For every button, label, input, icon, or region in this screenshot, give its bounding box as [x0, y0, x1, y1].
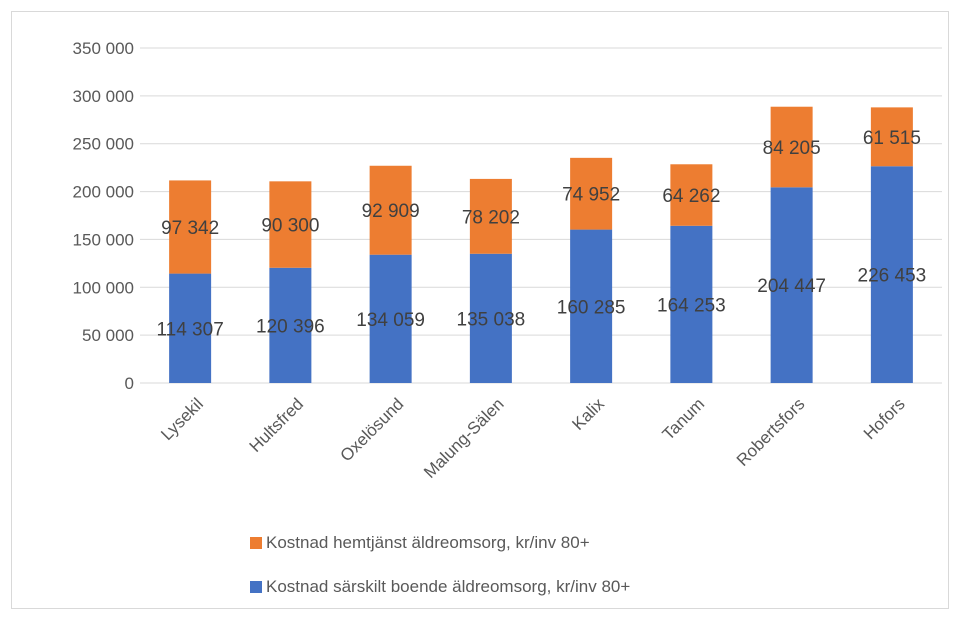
category-label: Hofors	[860, 394, 909, 443]
bar-segment	[570, 229, 613, 383]
data-label: 135 038	[457, 309, 526, 330]
data-label: 160 285	[557, 297, 626, 318]
bar-segment	[770, 106, 813, 188]
legend-swatch	[250, 581, 262, 593]
bar-segment	[770, 187, 813, 383]
bar-segment	[269, 181, 312, 268]
y-tick-label: 250 000	[73, 135, 134, 154]
data-label: 74 952	[562, 185, 620, 206]
data-label: 164 253	[657, 295, 726, 316]
bar-segment	[169, 180, 212, 274]
data-labels: 114 307 120 396 134 059 135 038 160 285 164 2…	[156, 128, 926, 340]
bar-segment	[369, 165, 412, 255]
legend-label: Kostnad hemtjänst äldreomsorg, kr/inv 80…	[266, 533, 590, 552]
bar-segment	[469, 178, 512, 254]
bar-segment	[870, 107, 913, 167]
data-label: 120 396	[256, 316, 325, 337]
y-tick-label: 300 000	[73, 87, 134, 106]
data-label: 90 300	[261, 216, 319, 237]
data-label: 114 307	[156, 319, 223, 340]
bars	[169, 106, 913, 383]
data-label: 84 205	[763, 138, 821, 159]
bar-segment	[469, 253, 512, 383]
bar-segment	[169, 273, 212, 383]
data-label: 226 453	[858, 266, 927, 287]
data-label: 78 202	[462, 207, 520, 228]
bar-segment	[269, 267, 312, 383]
y-tick-label: 350 000	[73, 39, 134, 58]
category-label: Oxelösund	[337, 394, 408, 465]
y-tick-label: 50 000	[82, 326, 134, 345]
legend: Kostnad hemtjänst äldreomsorg, kr/inv 80…	[250, 533, 630, 596]
legend-label: Kostnad särskilt boende äldreomsorg, kr/…	[266, 577, 630, 596]
data-label: 204 447	[757, 276, 826, 297]
data-label: 97 342	[161, 218, 219, 239]
category-label: Tanum	[659, 394, 709, 444]
bar-segment	[570, 157, 613, 230]
bar-segment	[369, 254, 412, 383]
category-label: Robertsfors	[733, 394, 809, 470]
bar-segment	[670, 225, 713, 383]
data-label: 64 262	[662, 186, 720, 207]
y-tick-label: 150 000	[73, 230, 134, 249]
data-label: 92 909	[362, 201, 420, 222]
data-label: 61 515	[863, 128, 921, 149]
y-axis-ticks: 0 50 000 100 000 150 000 200 000 250 000 300 0…	[73, 39, 134, 393]
x-axis-categories: Lysekil Hultsfred Oxelösund Malung-Sälen Kal…	[157, 394, 908, 482]
bar-segment	[670, 164, 713, 226]
bar-segment	[870, 166, 913, 383]
category-label: Kalix	[568, 394, 608, 434]
y-tick-label: 200 000	[73, 183, 134, 202]
data-label: 134 059	[356, 310, 425, 331]
category-label: Lysekil	[157, 394, 207, 444]
category-label: Malung-Sälen	[420, 394, 508, 482]
y-tick-label: 0	[125, 374, 134, 393]
category-label: Hultsfred	[246, 394, 308, 456]
y-tick-label: 100 000	[73, 278, 134, 297]
legend-swatch	[250, 537, 262, 549]
